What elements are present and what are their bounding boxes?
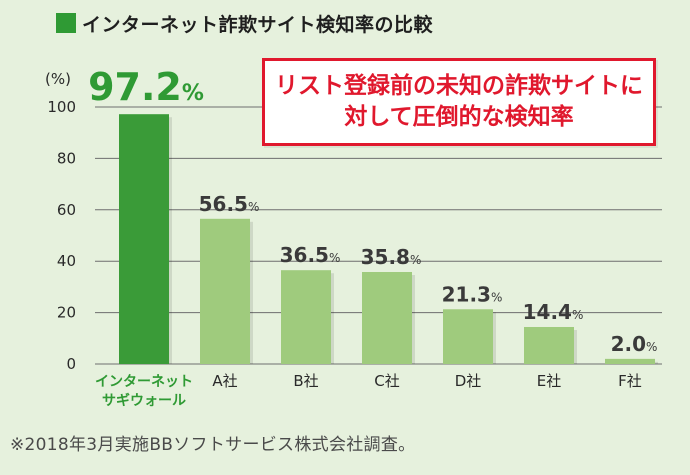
x-tick-label: A社 [212, 372, 237, 390]
callout-box: リスト登録前の未知の詐欺サイトに 対して圧倒的な検知率 [262, 58, 656, 146]
data-label: 2.0% [611, 332, 658, 356]
x-tick-label: D社 [455, 372, 482, 390]
chart-title: インターネット詐欺サイト検知率の比較 [56, 8, 433, 38]
bar-3 [362, 271, 412, 364]
x-tick-label: E社 [537, 372, 561, 390]
data-label: 21.3% [442, 282, 503, 306]
bar-5 [524, 326, 574, 364]
callout-line-2: 対して圧倒的な検知率 [344, 104, 574, 130]
data-label: 56.5% [199, 192, 260, 216]
y-tick-label: 40 [57, 252, 76, 270]
bar-4 [443, 309, 493, 364]
title-square-marker [56, 13, 76, 33]
data-label: 14.4% [523, 300, 584, 324]
y-tick-label: 20 [57, 304, 76, 322]
y-axis-unit-label: (%) [45, 70, 71, 88]
x-tick-label: B社 [293, 372, 318, 390]
callout-line-1: リスト登録前の未知の詐欺サイトに [275, 73, 643, 99]
data-label: 35.8% [361, 245, 422, 269]
x-tick-label: C社 [374, 372, 399, 390]
y-tick-label: 60 [57, 201, 76, 219]
y-tick-label: 0 [66, 355, 76, 373]
data-label: 97.2% [88, 65, 204, 109]
bar-0 [119, 114, 169, 364]
x-tick-label: サギウォール [102, 392, 186, 409]
data-label: 36.5% [280, 243, 341, 267]
footnote: ※2018年3月実施BBソフトサービス株式会社調査。 [10, 435, 416, 455]
y-tick-label: 100 [47, 98, 76, 116]
x-tick-label: F社 [618, 372, 642, 390]
bar-2 [281, 270, 331, 364]
bar-1 [200, 218, 250, 364]
chart-title-text: インターネット詐欺サイト検知率の比較 [82, 13, 434, 36]
x-tick-label: インターネット [95, 374, 193, 390]
y-tick-label: 80 [57, 149, 76, 167]
bar-6 [605, 358, 655, 364]
